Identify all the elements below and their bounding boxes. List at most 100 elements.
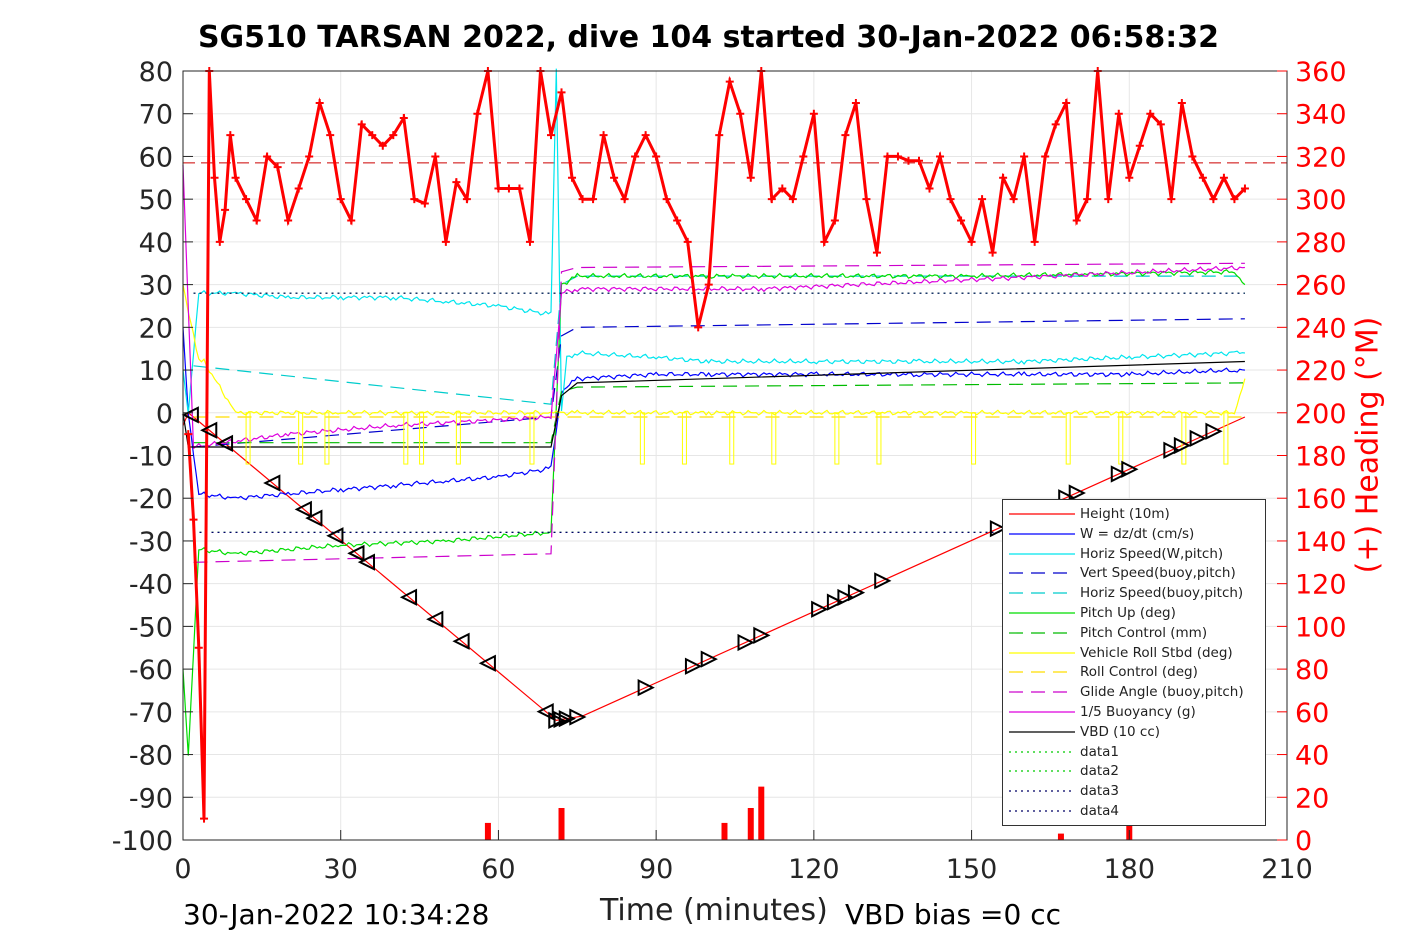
right-y-axis-label: (+) Heading (°M)	[1350, 316, 1386, 574]
heading-marker	[631, 152, 640, 161]
y-tick-label: 0	[156, 399, 173, 430]
heading-marker	[1041, 152, 1050, 161]
legend-swatch	[1009, 711, 1075, 713]
x-tick-label: 60	[481, 854, 515, 885]
x-axis-label: Time (minutes)	[600, 893, 828, 928]
y-right-tick-label: 40	[1295, 741, 1329, 772]
legend-item: Pitch Up (deg)	[1003, 603, 1265, 623]
profile-marker	[181, 406, 199, 424]
y-right-tick-label: 140	[1295, 527, 1347, 558]
roll-spike	[298, 412, 304, 465]
y-right-tick-label: 260	[1295, 271, 1347, 302]
profile-marker	[1163, 441, 1181, 459]
profile-marker	[357, 553, 375, 571]
heading-marker	[1219, 173, 1228, 182]
profile-marker	[1110, 465, 1129, 483]
legend-swatch	[1009, 651, 1075, 654]
y-tick-label: -70	[129, 698, 173, 729]
heading-marker	[694, 323, 703, 332]
y-right-tick-label: 360	[1295, 57, 1347, 88]
x-tick-label: 150	[946, 854, 998, 885]
heading-marker	[221, 205, 230, 214]
heading-marker	[226, 131, 235, 140]
heading-marker	[194, 643, 203, 652]
heading-marker	[1230, 195, 1239, 204]
heading-marker	[746, 173, 755, 182]
heading-marker	[662, 195, 671, 204]
y-tick-label: 60	[139, 142, 173, 173]
heading-marker	[215, 237, 224, 246]
legend-label: data1	[1080, 743, 1119, 760]
heading-marker	[1156, 120, 1165, 129]
series-line-11	[182, 360, 1245, 448]
heading-marker	[305, 152, 314, 161]
profile-marker	[553, 710, 571, 729]
heading-marker	[925, 184, 934, 193]
profile-marker	[1121, 460, 1139, 478]
heading-marker	[368, 131, 377, 140]
profile-marker	[637, 679, 655, 697]
legend-label: Horiz Speed(buoy,pitch)	[1080, 585, 1244, 602]
legend-swatch	[1009, 810, 1075, 812]
legend-item: VBD (10 cc)	[1003, 722, 1265, 742]
legend-label: data2	[1080, 763, 1119, 780]
legend-label: Roll Control (deg)	[1080, 664, 1198, 681]
heading-marker	[883, 152, 892, 161]
legend-swatch	[1009, 533, 1075, 535]
legend-swatch	[1009, 612, 1075, 614]
heading-marker	[1125, 173, 1134, 182]
heading-marker	[799, 152, 808, 161]
heading-line	[186, 70, 1246, 819]
heading-marker	[315, 99, 324, 108]
heading-marker	[778, 184, 787, 193]
profile-marker	[215, 434, 234, 453]
heading-marker	[273, 163, 282, 172]
roll-spike	[834, 412, 840, 465]
heading-marker	[210, 173, 219, 182]
heading-marker	[988, 248, 997, 257]
heading-marker	[641, 131, 650, 140]
profile-marker	[347, 544, 365, 562]
heading-marker	[189, 515, 198, 524]
heading-marker	[200, 814, 209, 823]
heading-marker	[420, 199, 429, 208]
heading-marker	[1051, 120, 1060, 129]
profile-marker	[536, 702, 554, 721]
y-tick-label: 40	[139, 228, 173, 259]
roll-spike	[1065, 412, 1071, 465]
heading-marker	[1146, 109, 1155, 118]
legend-swatch	[1009, 572, 1075, 574]
y-right-tick-label: 200	[1295, 399, 1347, 430]
heading-marker	[915, 156, 923, 165]
legend-item: 1/5 Buoyancy (g)	[1003, 702, 1265, 722]
profile-marker	[399, 588, 418, 606]
heading-marker	[767, 195, 776, 204]
heading-marker	[578, 195, 587, 204]
y-tick-label: 50	[139, 185, 173, 216]
profile-marker	[200, 421, 218, 439]
x-tick-label: 120	[788, 854, 840, 885]
series-line-2	[182, 68, 1245, 414]
heading-marker	[715, 131, 724, 140]
heading-marker	[1072, 216, 1081, 225]
heading-marker	[1188, 152, 1197, 161]
y-tick-label: 30	[139, 271, 173, 302]
legend-item: Vehicle Roll Stbd (deg)	[1003, 643, 1265, 663]
y-right-tick-label: 100	[1295, 612, 1347, 643]
profile-marker	[305, 509, 323, 527]
roll-spike	[639, 412, 645, 465]
legend-swatch	[1009, 632, 1075, 634]
heading-marker	[599, 131, 608, 140]
legend-label: Vert Speed(buoy,pitch)	[1080, 565, 1236, 582]
heading-marker	[967, 237, 976, 246]
legend: Height (10m) W = dz/dt (cm/s) Horiz Speed(…	[1002, 499, 1266, 826]
legend-item: data4	[1003, 801, 1265, 821]
profile-marker	[558, 710, 577, 728]
heading-marker	[620, 195, 629, 204]
profile-marker	[326, 527, 344, 545]
legend-swatch	[1009, 750, 1075, 753]
legend-swatch	[1009, 671, 1075, 673]
heading-marker	[1020, 152, 1029, 161]
heading-marker	[547, 131, 555, 140]
heading-marker	[841, 131, 850, 140]
